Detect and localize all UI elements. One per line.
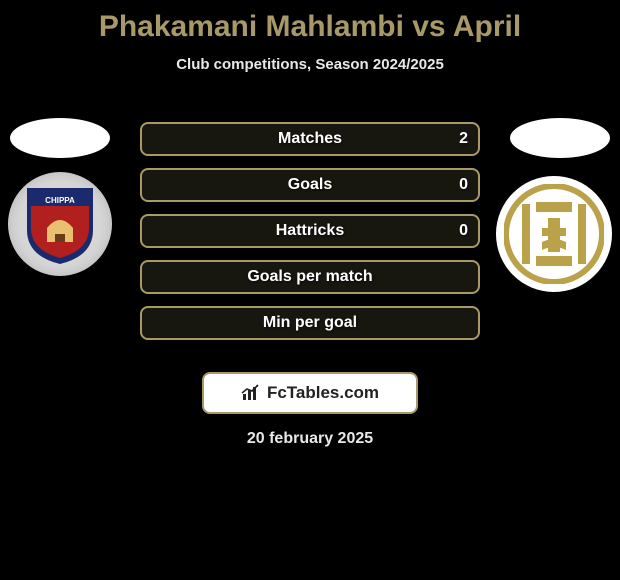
stat-label: Goals per match [247,268,372,286]
chart-icon [241,384,263,402]
comparison-date: 20 february 2025 [0,430,620,448]
club-badge-left: CHIPPA [8,172,112,276]
club-badge-right [496,176,612,292]
stat-label: Matches [278,130,342,148]
club-shield-left-icon: CHIPPA [25,184,95,264]
stat-bar-min-per-goal: Min per goal [140,306,480,340]
brand-logo-box: FcTables.com [202,372,418,414]
stat-bar-hattricks: Hattricks 0 [140,214,480,248]
club-crest-right-icon [504,184,604,284]
page-title: Phakamani Mahlambi vs April [0,0,620,44]
stat-bar-goals: Goals 0 [140,168,480,202]
stat-bar-goals-per-match: Goals per match [140,260,480,294]
page-subtitle: Club competitions, Season 2024/2025 [0,56,620,73]
stat-bar-matches: Matches 2 [140,122,480,156]
svg-text:CHIPPA: CHIPPA [45,196,75,205]
brand-text: FcTables.com [267,383,379,403]
stat-value-right: 2 [459,130,468,148]
footer-area: FcTables.com 20 february 2025 [0,352,620,448]
stat-label: Min per goal [263,314,357,332]
stat-value-right: 0 [459,222,468,240]
stat-label: Hattricks [276,222,344,240]
stat-bars: Matches 2 Goals 0 Hattricks 0 Goals per … [140,122,480,352]
stat-label: Goals [288,176,332,194]
avatar-left-placeholder [10,118,110,158]
avatar-right-placeholder [510,118,610,158]
stat-value-right: 0 [459,176,468,194]
